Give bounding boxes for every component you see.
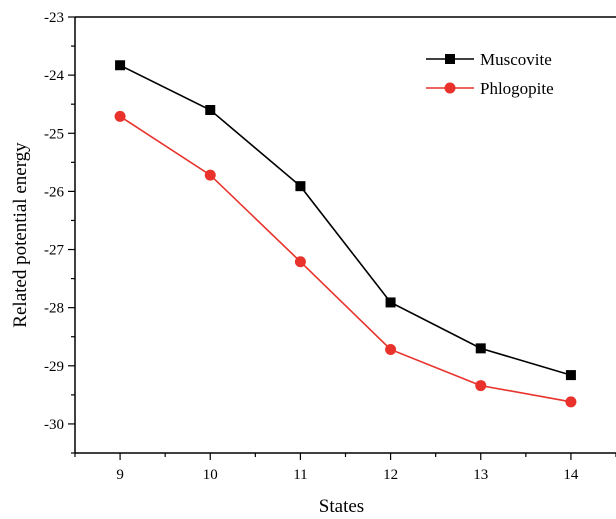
data-point-muscovite	[565, 370, 576, 381]
chart-legend: Muscovite Phlogopite	[426, 50, 554, 98]
data-point-muscovite	[295, 181, 306, 192]
legend-marker-phlogopite	[444, 82, 456, 94]
chart-series	[114, 60, 577, 408]
legend-label-muscovite: Muscovite	[480, 50, 552, 69]
series-muscovite	[115, 60, 576, 381]
x-tick-label: 9	[116, 467, 124, 483]
y-tick-label: -26	[44, 184, 64, 200]
y-tick-label: -25	[44, 126, 64, 142]
x-tick-label: 13	[473, 467, 488, 483]
data-point-phlogopite	[475, 380, 487, 392]
data-point-phlogopite	[114, 110, 126, 122]
legend-item-muscovite: Muscovite	[426, 50, 552, 69]
legend-item-phlogopite: Phlogopite	[426, 79, 554, 98]
chart-axes: 9 10 11 12 13 14 -23 -24 -25 -26 -27 -28 -29 -30	[44, 10, 616, 483]
y-tick-label: -28	[44, 301, 64, 317]
data-point-muscovite	[115, 60, 126, 71]
data-point-phlogopite	[204, 169, 216, 181]
y-tick-label: -27	[44, 243, 64, 259]
data-point-phlogopite	[565, 396, 577, 408]
legend-label-phlogopite: Phlogopite	[480, 79, 554, 98]
y-tick-label: -23	[44, 10, 64, 26]
x-tick-label: 10	[203, 467, 218, 483]
data-point-muscovite	[205, 105, 216, 116]
x-axis-title: States	[319, 496, 364, 517]
data-point-phlogopite	[385, 344, 397, 356]
y-axis-title: Related potential energy	[10, 142, 31, 328]
series-phlogopite	[114, 110, 577, 408]
y-tick-label: -30	[44, 417, 64, 433]
data-point-phlogopite	[294, 256, 306, 268]
x-tick-label: 12	[383, 467, 398, 483]
x-tick-label: 14	[563, 467, 579, 483]
data-point-muscovite	[385, 297, 396, 308]
x-tick-label: 11	[293, 467, 307, 483]
y-tick-label: -24	[44, 68, 64, 84]
data-point-muscovite	[475, 343, 486, 354]
y-tick-label: -29	[44, 359, 64, 375]
legend-marker-muscovite	[445, 54, 455, 64]
series-line-muscovite	[119, 64, 572, 376]
series-line-phlogopite	[119, 115, 572, 403]
